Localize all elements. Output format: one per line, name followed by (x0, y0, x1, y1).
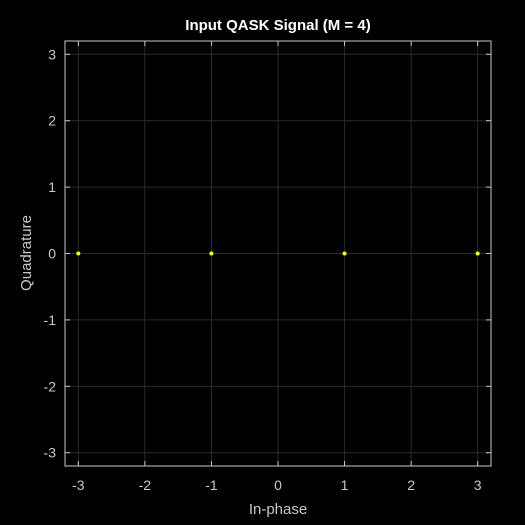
data-point (342, 251, 347, 256)
x-tick-label: -1 (205, 477, 218, 493)
y-tick-label: 1 (48, 179, 56, 195)
x-axis-label: In-phase (249, 501, 307, 518)
y-tick-label: 2 (48, 113, 56, 129)
x-tick-label: 1 (341, 477, 349, 493)
x-tick-label: 2 (407, 477, 415, 493)
data-point (209, 251, 214, 256)
y-tick-label: 3 (48, 46, 56, 62)
y-axis-label: Quadrature (18, 215, 35, 291)
data-point (475, 251, 480, 256)
x-tick-label: -3 (72, 477, 85, 493)
x-axis-ticks: -3 -2 -1 0 1 2 3 (72, 41, 482, 493)
chart-title: Input QASK Signal (M = 4) (185, 17, 370, 34)
data-points (76, 251, 480, 256)
y-tick-label: -1 (44, 312, 57, 328)
y-axis-ticks: 3 2 1 0 -1 -2 -3 (44, 46, 491, 461)
data-point (76, 251, 81, 256)
y-tick-label: -3 (44, 445, 57, 461)
x-tick-label: 3 (474, 477, 482, 493)
x-tick-label: -2 (139, 477, 152, 493)
x-tick-label: 0 (274, 477, 282, 493)
y-tick-label: 0 (48, 246, 56, 262)
y-tick-label: -2 (44, 378, 57, 394)
